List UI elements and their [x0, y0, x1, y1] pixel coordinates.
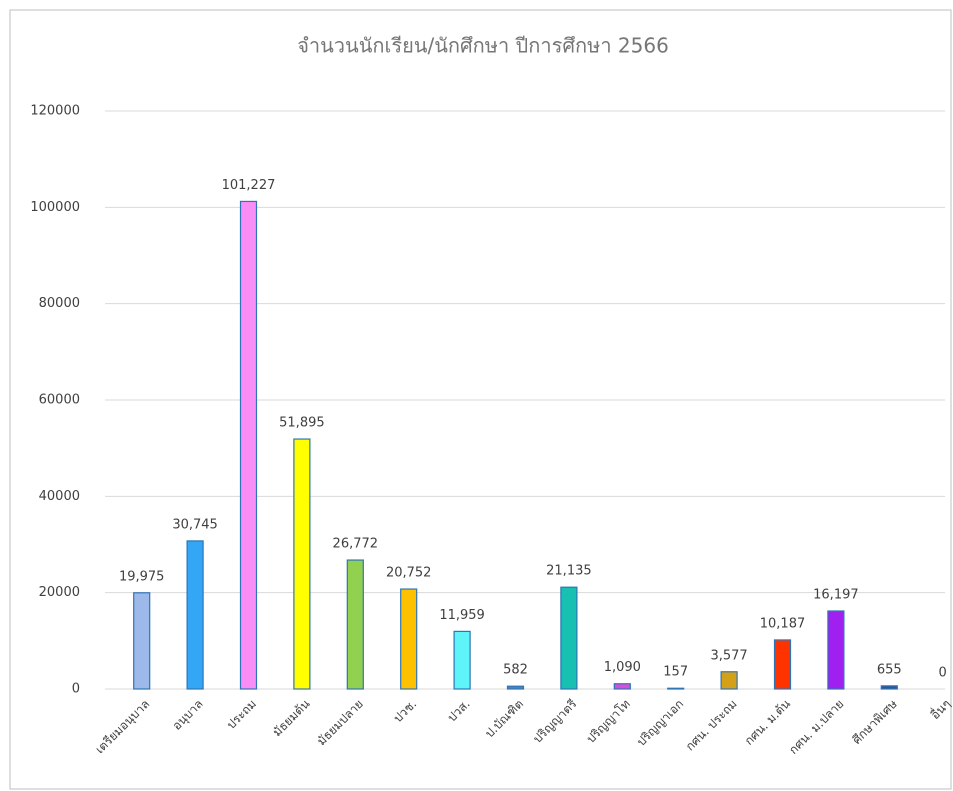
value-label: 582 [503, 663, 528, 678]
value-label: 51,895 [279, 416, 325, 431]
bar [239, 200, 258, 690]
value-label: 11,959 [439, 608, 485, 623]
value-label: 10,187 [760, 616, 806, 631]
value-label: 0 [939, 666, 947, 681]
bar [827, 610, 845, 690]
value-label: 1,090 [604, 660, 641, 675]
bar [293, 438, 311, 690]
bar [400, 588, 418, 690]
y-tick-label: 60000 [39, 393, 80, 408]
bar [667, 687, 685, 690]
bar [720, 671, 738, 690]
bar [613, 683, 631, 690]
value-label: 157 [663, 665, 688, 680]
y-tick-label: 40000 [39, 489, 80, 504]
bar [453, 630, 471, 690]
value-label: 30,745 [172, 517, 218, 532]
bar [560, 586, 578, 690]
bar [133, 592, 151, 690]
y-tick-label: 0 [72, 682, 80, 697]
value-label: 21,135 [546, 564, 592, 579]
value-label: 19,975 [119, 569, 165, 584]
y-tick-label: 120000 [30, 104, 80, 119]
chart-title: จำนวนนักเรียน/นักศึกษา ปีการศึกษา 2566 [297, 34, 669, 58]
value-label: 3,577 [710, 648, 747, 663]
value-label: 101,227 [222, 178, 276, 193]
bar [346, 559, 364, 690]
bar [880, 685, 898, 690]
bar [773, 639, 792, 690]
value-label: 20,752 [386, 566, 432, 581]
y-tick-label: 100000 [30, 200, 80, 215]
bar [506, 685, 525, 690]
value-label: 655 [877, 662, 902, 677]
value-label: 26,772 [333, 537, 379, 552]
value-label: 16,197 [813, 587, 859, 602]
y-tick-label: 80000 [39, 296, 80, 311]
y-tick-label: 20000 [39, 585, 80, 600]
bar [186, 540, 204, 690]
